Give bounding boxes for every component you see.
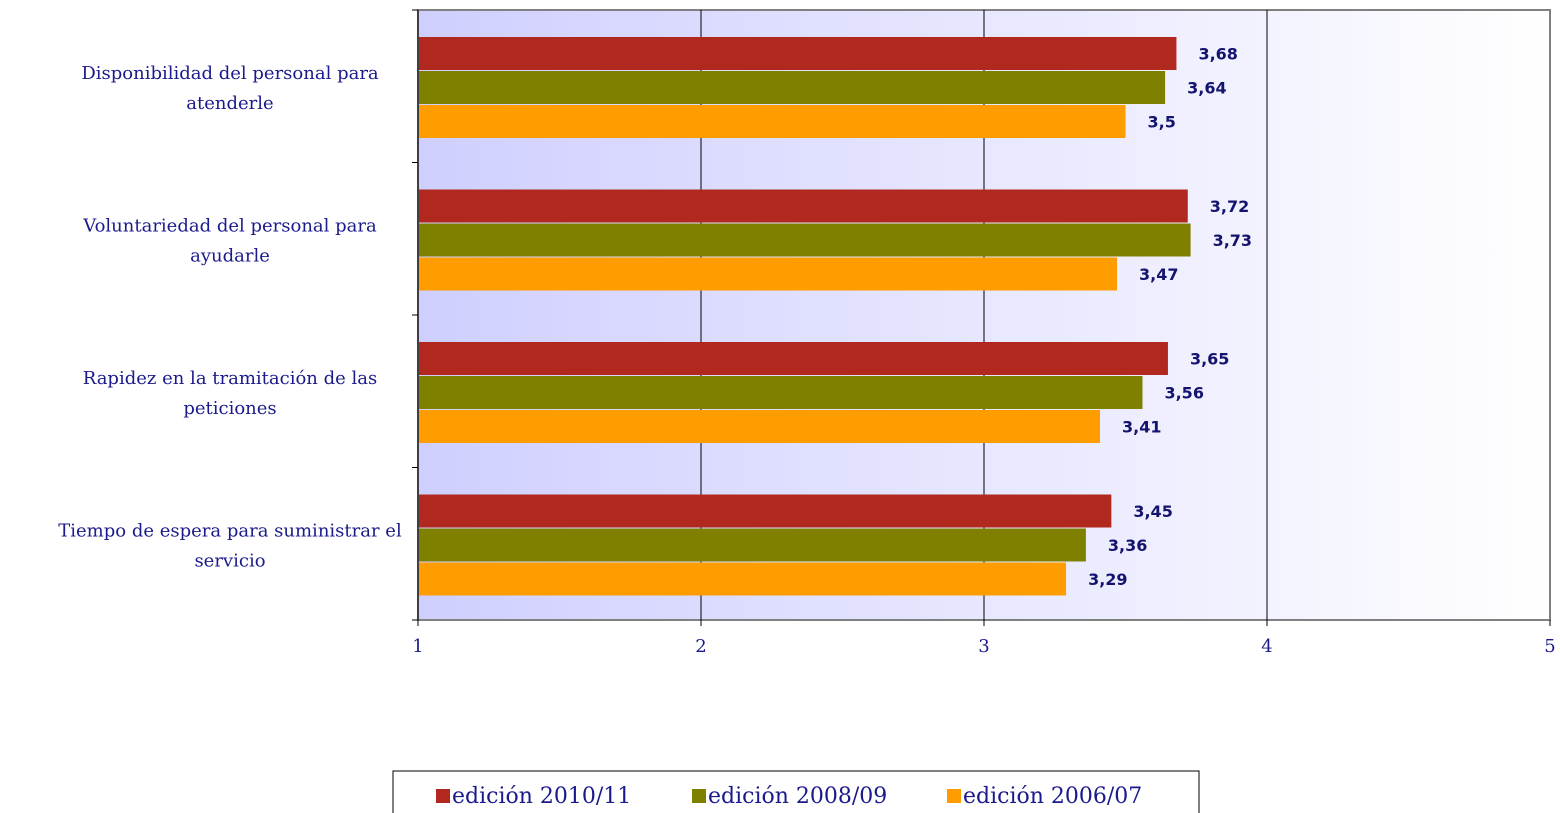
data-label: 3,5: [1148, 113, 1176, 132]
data-label: 3,45: [1133, 502, 1172, 521]
bar: [419, 257, 1118, 291]
x-tick-label-3: 3: [978, 636, 989, 657]
legend-swatch: [436, 789, 450, 803]
category-label-line: servicio: [194, 551, 265, 572]
axes: [412, 9, 1551, 626]
bar: [419, 37, 1177, 70]
bar: [419, 71, 1166, 104]
x-tick-label-1: 1: [412, 636, 423, 657]
legend-box: [392, 770, 1200, 813]
bar: [419, 410, 1101, 443]
legend-swatch: [947, 789, 961, 803]
bar: [419, 562, 1067, 596]
x-tick-label-2: 2: [695, 636, 706, 657]
data-label: 3,56: [1164, 384, 1203, 403]
bar: [419, 105, 1126, 138]
category-label-line: peticiones: [183, 398, 276, 419]
category-label-line: ayudarle: [190, 246, 270, 267]
bar: [419, 494, 1112, 528]
legend-label: edición 2006/07: [963, 784, 1142, 809]
x-tick-label-4: 4: [1261, 636, 1272, 657]
bar: [419, 223, 1191, 257]
data-label: 3,47: [1139, 265, 1178, 284]
labels: 1 2 3 4 5 Disponibilidad del personal para ate…: [58, 45, 1555, 658]
category-label-line: Disponibilidad del personal para: [81, 63, 379, 84]
category-label: Rapidez en la tramitación de las peticion…: [83, 368, 378, 419]
bars: [419, 37, 1191, 596]
legend-label: edición 2010/11: [452, 784, 631, 809]
bar: [419, 528, 1086, 562]
category-label-line: atenderle: [186, 93, 273, 114]
category-label-line: Voluntariedad del personal para: [82, 216, 377, 237]
data-label: 3,73: [1213, 231, 1252, 250]
category-label: Tiempo de espera para suministrar el serv…: [58, 521, 402, 572]
bar: [419, 376, 1143, 409]
data-label: 3,65: [1190, 350, 1229, 369]
category-label: Disponibilidad del personal para atenderl…: [81, 63, 379, 114]
legend-label: edición 2008/09: [708, 784, 887, 809]
legend: edición 2010/11 edición 2008/09 edición 20…: [392, 770, 1200, 813]
data-label: 3,72: [1210, 197, 1249, 216]
data-label: 3,29: [1088, 570, 1127, 589]
bar: [419, 189, 1188, 223]
bar: [419, 342, 1168, 375]
x-tick-label-5: 5: [1544, 636, 1555, 657]
data-label: 3,64: [1187, 79, 1226, 98]
category-label-line: Rapidez en la tramitación de las: [83, 368, 378, 389]
legend-swatch: [692, 789, 706, 803]
data-label: 3,36: [1108, 536, 1147, 555]
data-label: 3,68: [1198, 45, 1237, 64]
category-label: Voluntariedad del personal para ayudarle: [82, 216, 377, 267]
data-label: 3,41: [1122, 418, 1161, 437]
category-label-line: Tiempo de espera para suministrar el: [58, 521, 402, 542]
